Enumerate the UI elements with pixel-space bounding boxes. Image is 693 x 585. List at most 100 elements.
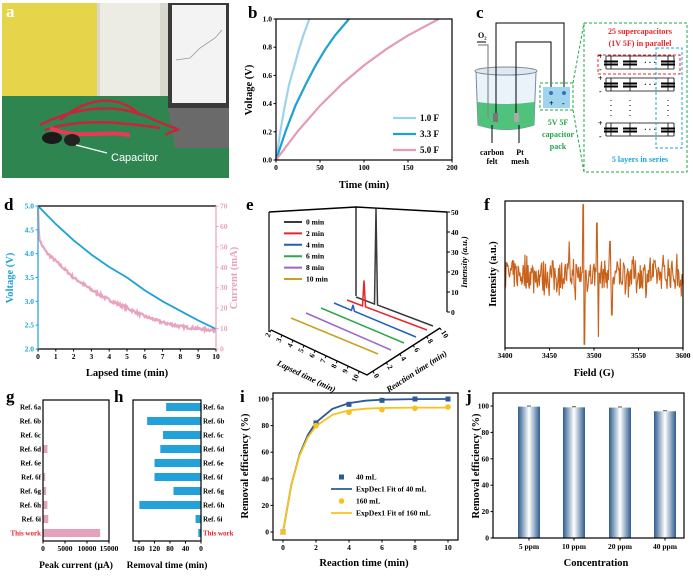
- clip: [64, 134, 80, 146]
- series-line-6-min: [320, 307, 405, 344]
- data-point-circle: [313, 422, 319, 429]
- reaction-axis-tick-label: 0: [372, 372, 382, 380]
- reaction-axis-label: Reaction time (min): [383, 348, 448, 395]
- x-axis-d-tick-label: 5: [125, 352, 129, 361]
- bar-Ref6g: [43, 487, 47, 495]
- chart-i: 40 mL ExpDec1 Fit of 40 mL 160 mL ExpDex1 F…: [240, 392, 459, 569]
- y-axis-i-tick-label: 60: [262, 448, 270, 457]
- right-axis-d-tick-label: 50: [220, 242, 228, 251]
- capacitor-pack-box: [539, 82, 574, 111]
- right-axis-d-tick-label: 0: [220, 345, 224, 354]
- z-axis-tick-label: 0: [451, 308, 455, 317]
- wall: [100, 3, 160, 103]
- chart-g: Ref. 6a Ref. 6b Ref. 6c Ref. 6d Ref. 6e Ref. …: [10, 399, 119, 571]
- x-axis-j-tick-label: 40 ppm: [653, 542, 678, 551]
- electrolyte: [477, 102, 535, 130]
- y-axis-i-tick-label: 20: [262, 501, 270, 510]
- reaction-axis-tick-label: 6: [412, 346, 422, 354]
- plot-frame-i: [272, 392, 459, 541]
- panel-label-i: i: [240, 387, 245, 406]
- y-axis-b-tick-label: 0.4: [263, 99, 273, 108]
- lapsed-axis-label: Lapsed time (min): [275, 357, 338, 394]
- y-axis-label-b: Voltage (V): [244, 64, 255, 115]
- data-point-square: [346, 401, 352, 407]
- pack-label-2: capacitor: [542, 130, 574, 139]
- right-axis-d-tick-label: 10: [220, 324, 228, 333]
- minus-sign: -: [599, 132, 602, 141]
- x-axis-d-tick-label: 8: [179, 352, 183, 361]
- category-label: Ref. 6d: [203, 446, 224, 454]
- x-axis-f-tick-label: 3500: [587, 351, 602, 360]
- legend-label: ExpDec1 Fit of 40 mL: [356, 485, 426, 494]
- reaction-axis-tick: [426, 336, 429, 340]
- category-label: Ref. 6f: [203, 474, 223, 482]
- bar-Ref6f: [154, 473, 201, 481]
- x-axis-j-tick-label: 5 ppm: [519, 542, 540, 551]
- panel-c-diagram: O₂ carbon felt Pt mesh + - 5V 5F capacit…: [474, 22, 688, 173]
- ellipsis: · · ·: [644, 80, 656, 89]
- pt-mesh-label-1: Pt: [516, 148, 524, 157]
- laptop-keyboard: [168, 108, 229, 148]
- bar-Ref6i: [43, 515, 49, 523]
- pack-label-3: pack: [550, 142, 567, 151]
- x-axis-f-tick-label: 3450: [542, 351, 557, 360]
- x-axis-d-tick-label: 2: [72, 352, 76, 361]
- bar-5ppm: [518, 406, 540, 538]
- y-axis-b-tick-label: 1.0: [263, 15, 273, 24]
- probe-leads: [49, 126, 131, 137]
- plot-frame-g: [42, 399, 110, 542]
- pt-mesh-label-2: mesh: [511, 157, 529, 166]
- series-line-2-min: [346, 280, 428, 331]
- category-label: Ref. 6g: [20, 488, 41, 496]
- bar-Ref6g: [173, 487, 201, 495]
- x-axis-d-tick-label: 7: [161, 352, 165, 361]
- plus-sign: +: [598, 52, 603, 61]
- category-label: Ref. 6b: [20, 418, 41, 426]
- capacitor-pack: [543, 87, 570, 108]
- minus-sign: -: [599, 65, 602, 74]
- reaction-axis-tick: [439, 327, 442, 331]
- capacitor-array: · · ·+-· · ·+-· · ·+-: [598, 52, 675, 141]
- lapsed-axis-tick-label: 4: [285, 342, 295, 349]
- category-label: Ref. 6e: [203, 460, 224, 468]
- category-label: Ref. 6b: [203, 418, 224, 426]
- bar-Ref6a: [166, 403, 201, 411]
- wire-carbon-felt: [495, 22, 565, 118]
- capacitor-array-box: [583, 22, 688, 173]
- red-wires: [39, 99, 180, 137]
- reaction-axis-tick-label: 10: [439, 329, 451, 340]
- z-axis-tick-label: 20: [451, 268, 459, 277]
- series-highlight-box: [655, 47, 683, 149]
- lapsed-axis-tick: [357, 371, 360, 374]
- ellipsis: · · ·: [644, 58, 656, 67]
- y-axis-i-tick-label: 100: [258, 395, 270, 404]
- legend-label: 0 min: [306, 218, 325, 227]
- y-axis-i-tick-label: 0: [265, 528, 269, 537]
- ellipsis: · · ·: [644, 125, 656, 134]
- category-label: Ref. 6d: [20, 446, 41, 454]
- z-axis-label: Intensity (a.u.): [459, 236, 469, 289]
- reaction-axis-tick: [412, 345, 415, 348]
- z-axis-tick-label: 40: [451, 228, 459, 237]
- left-axis-d-tick-label: 2.0: [25, 345, 35, 354]
- z-axis-tick-label: 10: [451, 288, 459, 297]
- y-axis-j-tick-label: 80: [482, 428, 490, 437]
- left-axis-d-tick-label: 5.0: [25, 202, 35, 211]
- bar-Ref6c: [163, 431, 201, 439]
- lapsed-axis-tick: [269, 329, 272, 333]
- chart-f: 3400 3450 3500 3550 3600 Field (G) Intensity (…: [488, 200, 691, 379]
- data-point-circle: [346, 409, 352, 416]
- y-axis-j-tick-label: 0: [485, 534, 489, 543]
- data-point-circle: [280, 529, 286, 535]
- reaction-axis-tick: [399, 353, 402, 357]
- reaction-axis-tick: [372, 370, 375, 374]
- fit-line: [282, 406, 448, 533]
- zoom-connector-top: [572, 22, 585, 84]
- series-line-10-min: [290, 317, 379, 355]
- series-line-33F: [274, 18, 350, 161]
- pack-terminal-minus: [562, 91, 566, 95]
- legend-marker: [339, 474, 344, 480]
- y-axis-b-tick-label: 0.8: [263, 43, 273, 52]
- legend-label: 160 mL: [356, 497, 380, 506]
- series-line-8-min: [305, 312, 392, 351]
